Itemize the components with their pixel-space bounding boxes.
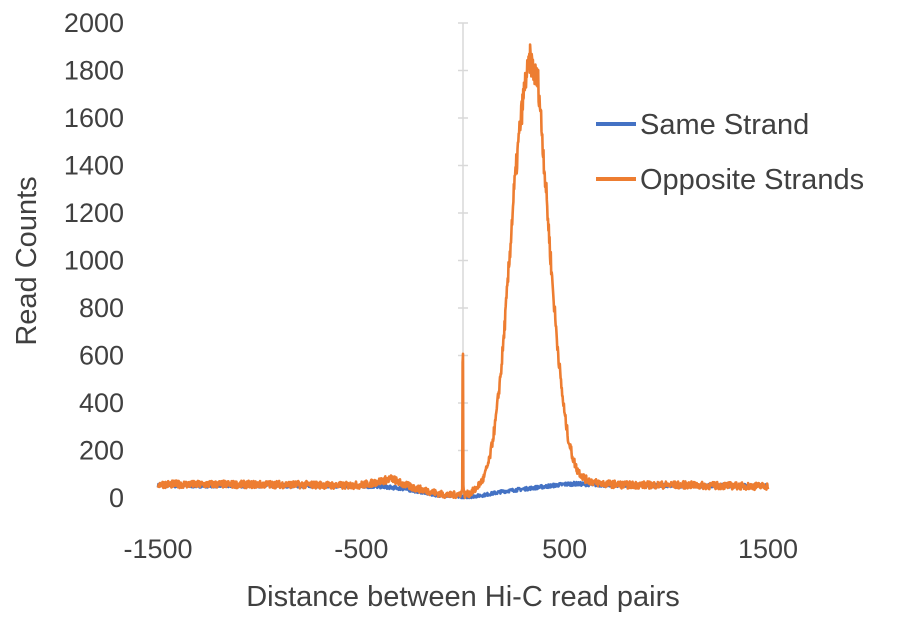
legend-label-same-strand: Same Strand	[640, 109, 809, 141]
x-tick-label: -1500	[123, 534, 192, 564]
y-tick-label: 1800	[64, 56, 124, 86]
y-tick-label: 1400	[64, 151, 124, 181]
x-axis-ticks: -1500 -500 500 1500	[123, 534, 798, 564]
y-axis-title: Read Counts	[11, 176, 43, 345]
y-tick-label: 400	[79, 388, 124, 418]
legend: Same Strand Opposite Strands	[596, 109, 864, 196]
x-tick-label: -500	[334, 534, 388, 564]
y-axis-ticks: 0 200 400 600 800 1000 1200 1400 1600 1800 2000	[64, 8, 124, 513]
y-tick-label: 600	[79, 341, 124, 371]
x-axis-title: Distance between Hi-C read pairs	[246, 581, 680, 613]
y-tick-label: 800	[79, 293, 124, 323]
y-tick-label: 1000	[64, 246, 124, 276]
y-tick-label: 1200	[64, 198, 124, 228]
y-tick-label: 2000	[64, 8, 124, 38]
series-line-opposite-strands	[156, 43, 770, 500]
legend-label-opposite-strands: Opposite Strands	[640, 164, 864, 196]
y-tick-label: 0	[109, 483, 124, 513]
x-tick-label: 500	[542, 534, 587, 564]
y-tick-label: 200	[79, 436, 124, 466]
y-tick-label: 1600	[64, 103, 124, 133]
x-tick-label: 1500	[738, 534, 798, 564]
plot-area	[156, 22, 770, 500]
